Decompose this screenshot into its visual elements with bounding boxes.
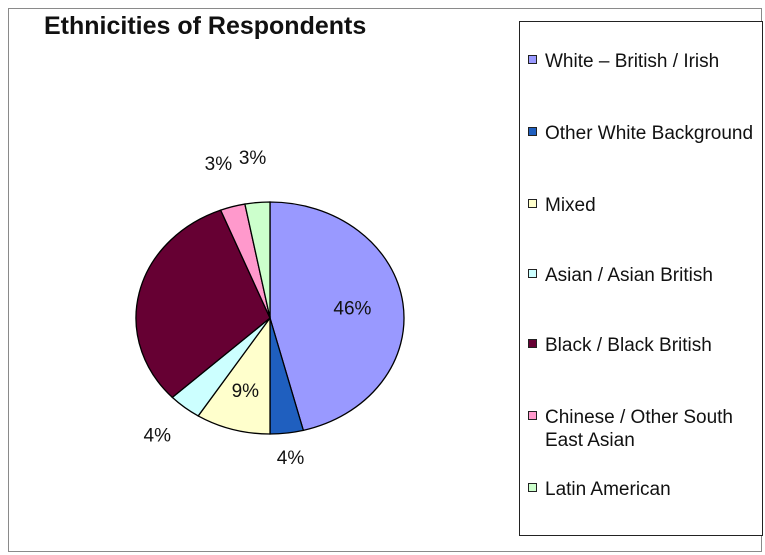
slice-value-label-4: 4% <box>144 425 172 446</box>
legend-swatch <box>528 199 537 208</box>
legend-swatch <box>528 483 537 492</box>
pie-slice-1 <box>269 201 405 432</box>
pie-slice-5 <box>135 209 271 399</box>
legend-swatch <box>528 339 537 348</box>
legend-label: White – British / Irish <box>545 51 720 72</box>
pie-slice-7 <box>244 201 271 319</box>
slice-value-label-3: 9% <box>232 381 260 402</box>
legend-swatch <box>528 411 537 420</box>
legend-label: Asian / Asian British <box>545 265 713 286</box>
slice-value-label-7: 3% <box>239 148 267 169</box>
legend-label: Black / Black British <box>545 335 712 356</box>
slice-value-label-2: 4% <box>277 448 305 469</box>
legend-swatch <box>528 55 537 64</box>
chart-title: Ethnicities of Respondents <box>44 12 367 40</box>
legend-swatch <box>528 269 537 278</box>
legend-swatch <box>528 127 537 136</box>
legend-label: Latin American <box>545 479 671 500</box>
legend-label: Chinese / Other South East Asian <box>545 407 733 451</box>
legend-label: Other White Background <box>545 123 754 144</box>
slice-value-label-6: 3% <box>205 154 233 175</box>
slice-value-label-1: 46% <box>333 298 371 319</box>
legend-label: Mixed <box>545 195 596 216</box>
legend: White – British / Irish Other White Backg… <box>519 21 763 536</box>
